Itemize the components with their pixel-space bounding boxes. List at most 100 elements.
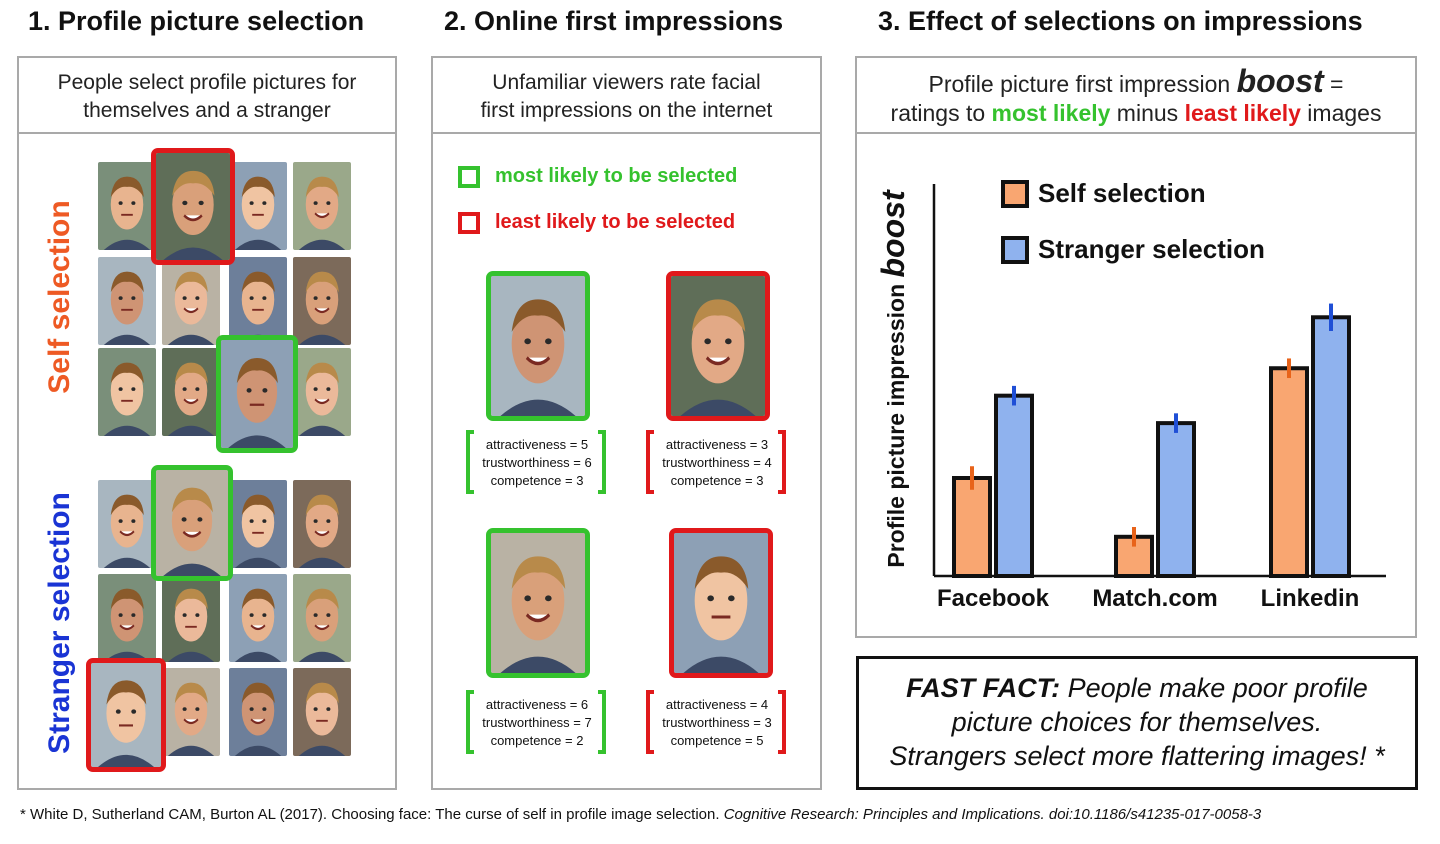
fast-fact-line3: Strangers select more flattering images!…: [889, 741, 1385, 771]
bar-facebook-stranger: [994, 393, 1034, 578]
boost-bar-chart: Facebook Match.com Linkedin Self selection S…: [875, 178, 1386, 612]
self-label-word2: selection: [43, 200, 76, 331]
panel3-sub2-post: images: [1300, 100, 1382, 126]
panel3-sub2-mid: minus: [1110, 100, 1185, 126]
self-photo: [162, 257, 220, 345]
self-photo: [162, 348, 220, 436]
panel3-subtitle-line1: Profile picture first impression boost =: [857, 65, 1415, 100]
rating2-trustworthiness: trustworthiness = 4: [662, 455, 772, 470]
self-photo: [98, 257, 156, 345]
self-selection-label: Self selection: [43, 192, 77, 402]
stranger-photo: [293, 668, 351, 756]
rating-block-4: attractiveness = 4 trustworthiness = 3 c…: [647, 696, 787, 750]
x-tick-label: Facebook: [937, 585, 1050, 612]
footnote-main: * White D, Sutherland CAM, Burton AL (20…: [20, 806, 724, 823]
panel2-subtitle: Unfamiliar viewers rate facial first imp…: [433, 58, 820, 134]
bar-linkedin-self: [1269, 366, 1309, 578]
rated-photo-least-likely-2: [669, 528, 773, 678]
panel2-subtitle-line1: Unfamiliar viewers rate facial: [492, 71, 761, 94]
self-photo: [293, 162, 351, 250]
stranger-photo: [293, 574, 351, 662]
stranger-label-word1: Stranger: [43, 630, 76, 754]
legend-swatch: [1001, 236, 1029, 264]
footnote-journal: Cognitive Research: Principles and Impli…: [723, 806, 1262, 823]
self-photo: [98, 348, 156, 436]
x-tick-label: Linkedin: [1261, 585, 1360, 612]
rating3-bracket-right: [598, 690, 606, 754]
rating4-bracket-left: [646, 690, 654, 754]
rating-block-2: attractiveness = 3 trustworthiness = 4 c…: [647, 436, 787, 490]
rating-block-1: attractiveness = 5 trustworthiness = 6 c…: [467, 436, 607, 490]
rating-block-3: attractiveness = 6 trustworthiness = 7 c…: [467, 696, 607, 750]
rating4-trustworthiness: trustworthiness = 3: [662, 715, 772, 730]
self-photo: [293, 348, 351, 436]
bar-matchcom-stranger: [1156, 421, 1196, 578]
panel1-title: 1. Profile picture selection: [28, 6, 365, 36]
citation-footnote: * White D, Sutherland CAM, Burton AL (20…: [20, 806, 1261, 823]
legend-label: Stranger selection: [1038, 234, 1265, 264]
rated-photo-most-likely-1: [486, 271, 590, 421]
y-axis-label-emphasis: boost: [875, 189, 911, 277]
rated-photo-most-likely-2: [486, 528, 590, 678]
stranger-photo: [162, 574, 220, 662]
bar-linkedin-stranger: [1311, 315, 1351, 578]
panel3-sub2-most: most likely: [991, 100, 1111, 126]
rating2-bracket-right: [778, 430, 786, 494]
rating4-attractiveness: attractiveness = 4: [665, 697, 769, 712]
panel3-subtitle-line2: ratings to most likely minus least likel…: [857, 100, 1415, 126]
fast-fact-box: FAST FACT: People make poor profile pict…: [856, 656, 1418, 790]
panel3-sub-eq: =: [1323, 71, 1344, 97]
stranger-photo: [98, 480, 156, 568]
rating1-competence: competence = 3: [490, 473, 584, 488]
self-label-word1: Self: [43, 338, 76, 394]
rating4-bracket-right: [778, 690, 786, 754]
stranger-photo: [86, 658, 166, 772]
legend-label: Self selection: [1038, 178, 1206, 208]
rating3-attractiveness: attractiveness = 6: [485, 697, 589, 712]
legend-least-box: [458, 212, 480, 234]
panel3-sub-boost: boost: [1236, 63, 1324, 99]
rating1-bracket-left: [466, 430, 474, 494]
stranger-photo: [162, 668, 220, 756]
rating3-bracket-left: [466, 690, 474, 754]
self-photo: [293, 257, 351, 345]
panel3-subtitle: Profile picture first impression boost =…: [857, 58, 1415, 134]
panel3-sub2-least: least likely: [1184, 100, 1301, 126]
stranger-selection-label: Stranger selection: [43, 483, 77, 763]
bar-facebook-self: [952, 476, 992, 578]
stranger-photo: [229, 480, 287, 568]
stranger-photo: [293, 480, 351, 568]
stranger-photo: [229, 574, 287, 662]
legend-swatch: [1001, 180, 1029, 208]
fast-fact-line1-rest: People make poor profile: [1060, 673, 1368, 703]
rating2-competence: competence = 3: [670, 473, 764, 488]
y-axis-label: Profile picture impression boost: [875, 189, 911, 568]
x-tick-label: Match.com: [1092, 585, 1217, 612]
self-photo: [151, 148, 235, 265]
panel3-sub2-pre: ratings to: [890, 100, 992, 126]
panel2-subtitle-line2: first impressions on the internet: [480, 99, 773, 122]
rating4-competence: competence = 5: [670, 733, 764, 748]
rating1-bracket-right: [598, 430, 606, 494]
rating3-trustworthiness: trustworthiness = 7: [482, 715, 592, 730]
rating1-trustworthiness: trustworthiness = 6: [482, 455, 592, 470]
self-photo: [98, 162, 156, 250]
legend-most-box: [458, 166, 480, 188]
panel1-subtitle-line2: themselves and a stranger: [83, 99, 331, 122]
rating3-competence: competence = 2: [490, 733, 584, 748]
self-photo: [229, 162, 287, 250]
stranger-photo: [229, 668, 287, 756]
rating2-bracket-left: [646, 430, 654, 494]
stranger-photo: [151, 465, 233, 581]
self-photo: [229, 257, 287, 345]
fast-fact-label: FAST FACT:: [906, 673, 1061, 703]
panel1-subtitle: People select profile pictures for thems…: [19, 58, 395, 134]
stranger-photo: [98, 574, 156, 662]
stranger-label-word2: selection: [43, 492, 76, 623]
rating1-attractiveness: attractiveness = 5: [485, 437, 589, 452]
legend-least-text: least likely to be selected: [495, 211, 736, 233]
panel2-title: 2. Online first impressions: [444, 6, 784, 36]
legend-most-text: most likely to be selected: [495, 165, 738, 187]
panel3-sub-pre: Profile picture first impression: [928, 71, 1237, 97]
panel1-subtitle-line1: People select profile pictures for: [57, 71, 357, 94]
